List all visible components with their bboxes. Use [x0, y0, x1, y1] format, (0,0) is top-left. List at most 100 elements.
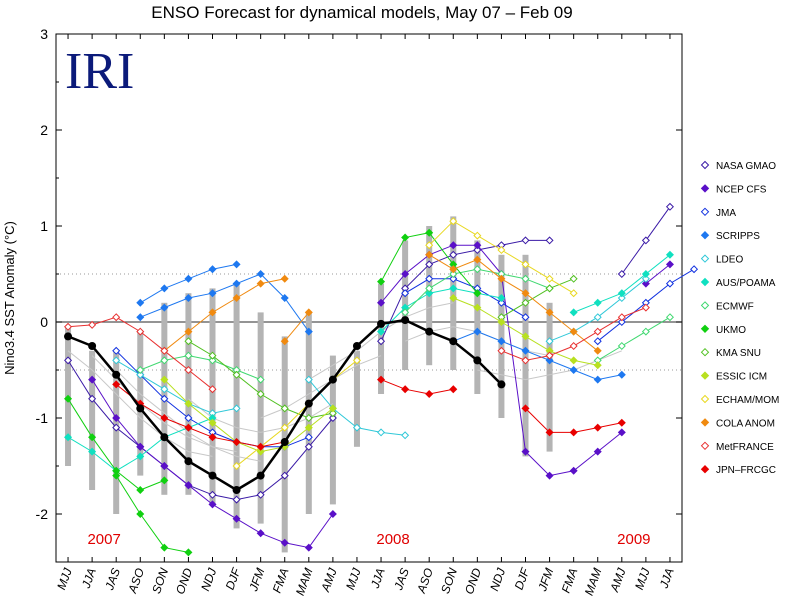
series-point	[593, 327, 602, 336]
background-forecast-line	[67, 350, 213, 457]
legend-entry: NCEP CFS	[700, 184, 767, 195]
legend-entry: JMA	[700, 207, 736, 219]
series-point	[184, 274, 193, 283]
legend-label: ESSIC ICM	[716, 372, 767, 383]
spread-bar	[498, 254, 505, 418]
series-point	[280, 538, 289, 547]
series-8	[184, 274, 578, 423]
series-point	[569, 274, 578, 283]
x-tick-label: MJJ	[343, 565, 364, 591]
series-point	[497, 293, 506, 303]
series-point	[425, 274, 434, 283]
series-point	[545, 308, 554, 317]
series-point	[449, 284, 458, 293]
series-point	[112, 313, 121, 322]
legend-entry: COLA ANOM	[700, 418, 775, 429]
series-line	[597, 316, 671, 361]
legend-label: ECHAM/MOM	[716, 395, 779, 406]
legend-entry: MetFRANCE	[700, 441, 774, 453]
dotted-reference-lines	[56, 273, 682, 371]
series-point	[160, 413, 169, 423]
legend-marker	[700, 418, 710, 427]
series-line	[67, 360, 334, 501]
series-11	[160, 250, 602, 355]
series-point	[569, 466, 578, 475]
series-line	[115, 359, 237, 414]
series-point	[256, 490, 265, 499]
series-point	[160, 346, 169, 355]
series-point	[184, 423, 193, 432]
series-point	[160, 461, 169, 471]
legend-label: MetFRANCE	[716, 442, 774, 453]
series-point	[328, 409, 337, 418]
series-point	[569, 365, 578, 375]
plot-area	[55, 33, 683, 563]
series-point	[232, 495, 241, 504]
legend-label: JMA	[716, 208, 736, 219]
series-point	[473, 327, 482, 336]
series-point	[521, 447, 530, 456]
series-point	[593, 313, 602, 322]
series-line	[236, 360, 358, 467]
series-point	[304, 413, 313, 423]
series-point	[328, 404, 337, 413]
series-point	[545, 471, 554, 480]
series-line	[164, 278, 285, 352]
observed-point	[352, 342, 361, 350]
series-point	[497, 317, 506, 327]
series-line	[404, 278, 526, 318]
series-point	[401, 289, 410, 298]
legend-label: NASA GMAO	[716, 161, 776, 172]
series-point	[280, 293, 289, 303]
series-point	[545, 351, 554, 360]
series-point	[401, 385, 410, 394]
series-point	[521, 298, 530, 307]
legend-entry: AUS/POAMA	[700, 277, 776, 289]
spread-bar	[353, 350, 360, 447]
background-forecast-line	[260, 355, 382, 419]
series-point	[473, 289, 482, 298]
series-point	[136, 365, 145, 375]
series-point	[545, 428, 554, 437]
x-tick-label: ASO	[125, 566, 147, 596]
spread-bar	[329, 355, 336, 505]
series-point	[617, 269, 626, 279]
series-point	[690, 265, 699, 274]
series-point	[328, 413, 337, 423]
series-point	[521, 356, 530, 365]
series-point	[641, 274, 650, 283]
legend-label: UKMO	[716, 325, 746, 336]
series-point	[617, 418, 626, 427]
observed-point	[232, 486, 241, 494]
series-point	[569, 289, 578, 298]
series-point	[160, 284, 169, 293]
series-point	[521, 289, 530, 298]
x-tick-label: AMJ	[607, 565, 629, 594]
series-point	[232, 370, 241, 379]
series-point	[665, 313, 674, 322]
series-point	[280, 471, 289, 480]
series-point	[545, 284, 554, 293]
series-point	[160, 476, 169, 485]
series-point	[641, 269, 650, 279]
series-point	[136, 485, 145, 495]
series-point	[425, 228, 434, 237]
series-6	[136, 265, 674, 384]
series-point	[593, 346, 602, 355]
series-point	[112, 356, 121, 365]
observed-point	[160, 433, 169, 442]
series-point	[304, 308, 313, 317]
series-point	[136, 509, 145, 519]
series-point	[88, 394, 97, 403]
series-point	[160, 394, 169, 403]
series-point	[304, 433, 313, 442]
series-point	[208, 356, 217, 365]
series-point	[232, 279, 241, 288]
series-point	[617, 289, 626, 298]
series-line	[140, 355, 261, 381]
series-point	[232, 437, 241, 447]
series-point	[136, 313, 145, 322]
series-point	[232, 461, 241, 471]
observed-point	[449, 337, 458, 346]
